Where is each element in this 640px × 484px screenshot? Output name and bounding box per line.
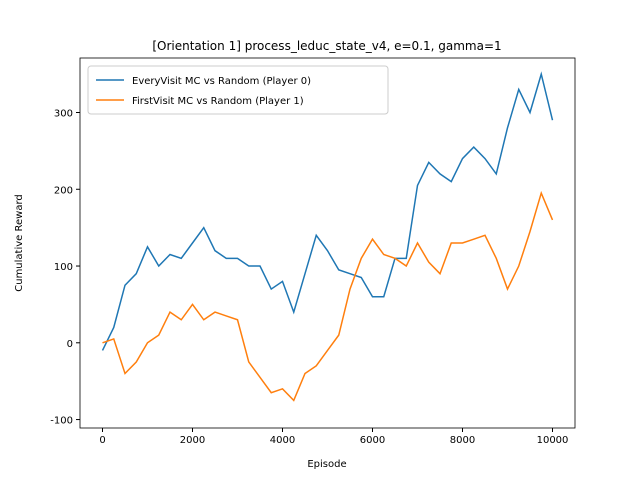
legend-label: EveryVisit MC vs Random (Player 0) <box>132 76 311 87</box>
y-tick-label: 0 <box>67 339 73 350</box>
legend-box <box>87 65 389 115</box>
x-axis-label: Episode <box>307 459 346 470</box>
x-tick-label: 10000 <box>537 435 569 446</box>
x-tick-label: 8000 <box>450 435 475 446</box>
y-tick-label: -100 <box>50 416 73 427</box>
x-tick-label: 0 <box>99 435 105 446</box>
data-line <box>102 190 554 402</box>
x-tick-label: 6000 <box>360 435 385 446</box>
y-tick-label: 300 <box>54 109 73 120</box>
chart-title: [Orientation 1] process_leduc_state_v4, … <box>152 39 501 53</box>
x-tick-label: 4000 <box>270 435 295 446</box>
legend-label: FirstVisit MC vs Random (Player 1) <box>132 96 304 107</box>
y-tick-label: 200 <box>54 185 73 196</box>
y-tick-label: 100 <box>54 262 73 273</box>
y-axis-label: Cumulative Reward <box>14 194 25 292</box>
data-line <box>101 71 554 351</box>
plot-frame <box>79 57 576 429</box>
x-tick-label: 2000 <box>180 435 205 446</box>
